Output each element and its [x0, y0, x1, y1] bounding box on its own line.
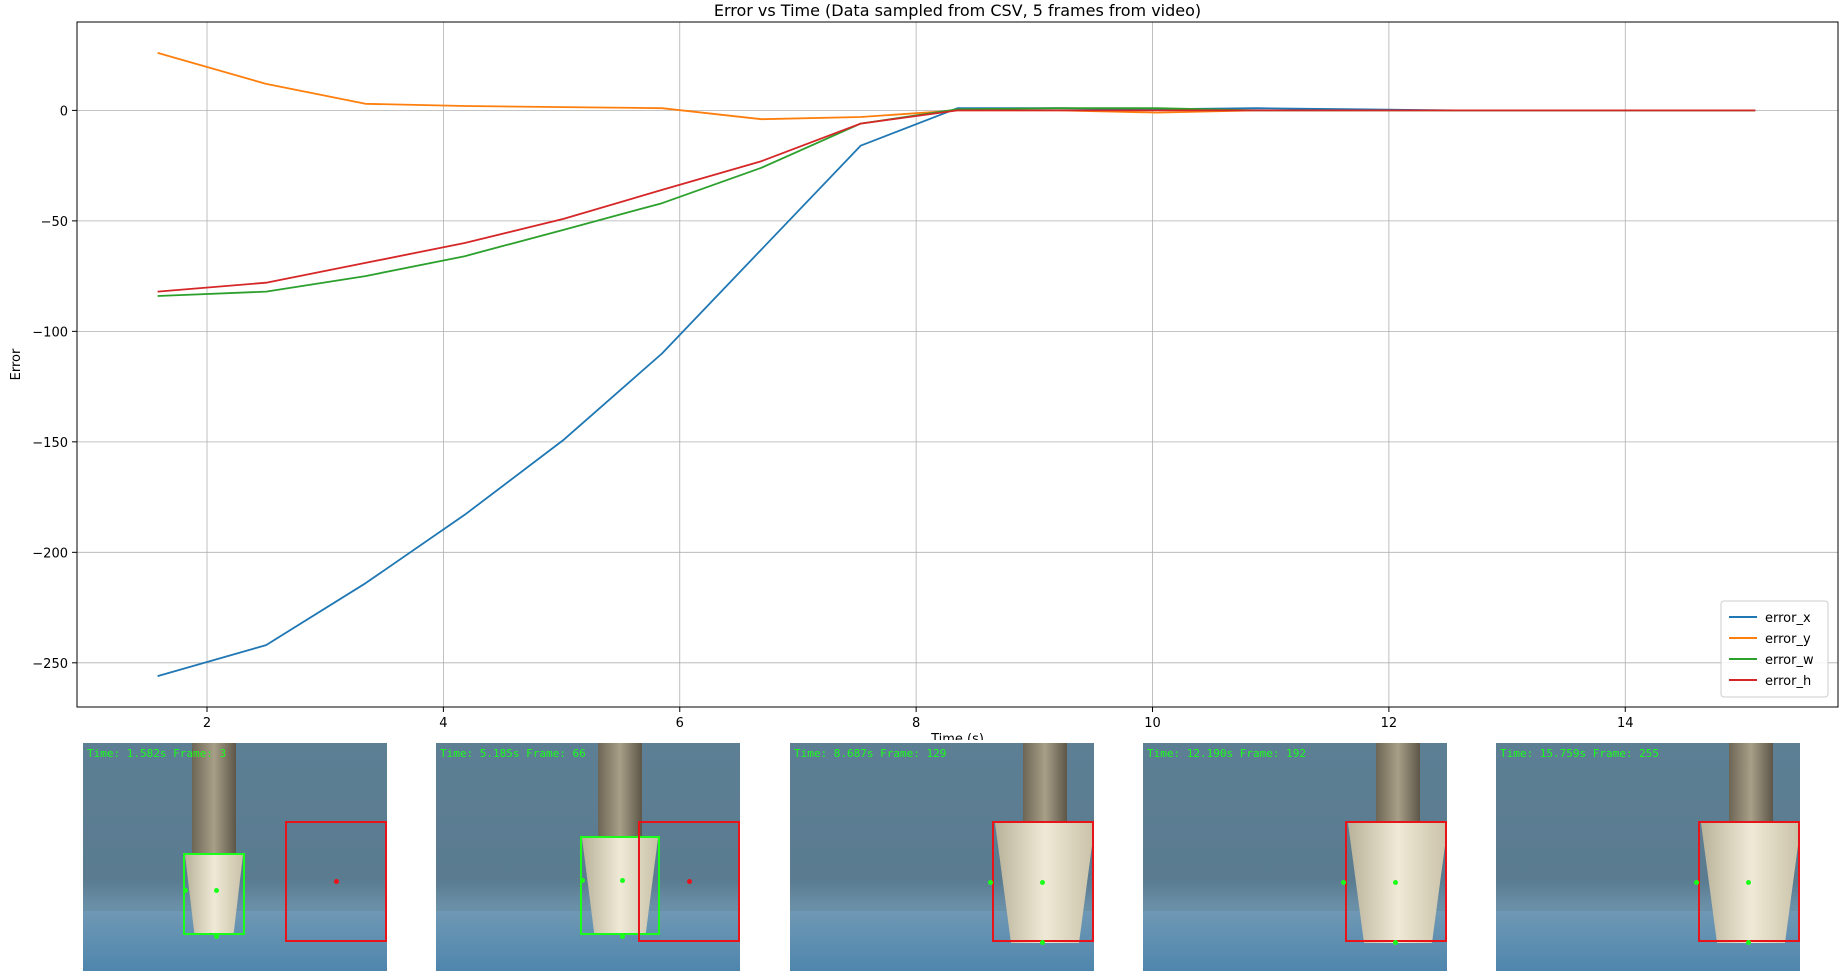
keypoint-dot	[620, 934, 625, 939]
keypoint-dot	[183, 887, 188, 893]
series-line-error-x	[157, 107, 1756, 677]
legend-entry: error_x	[1765, 611, 1811, 626]
frame-timestamp: Time: 15.759s Frame: 255	[1500, 747, 1659, 760]
x-tick-label: 10	[1144, 716, 1161, 731]
keypoint-dot	[1393, 880, 1398, 885]
y-tick-label: −50	[41, 215, 68, 230]
series-line-error-w	[157, 107, 1756, 297]
x-tick-label: 6	[676, 716, 684, 731]
keypoint-dot	[620, 877, 625, 883]
frame-timestamp: Time: 5.185s Frame: 66	[440, 747, 586, 760]
keypoint-dot	[214, 934, 219, 939]
video-frame: Time: 5.185s Frame: 66	[436, 743, 740, 971]
video-frame: Time: 12.190s Frame: 192	[1143, 743, 1447, 971]
video-frame: Time: 1.582s Frame: 3	[83, 743, 387, 971]
foam-cup	[185, 855, 243, 933]
keypoint-dot	[1746, 940, 1751, 945]
keypoint-dot	[580, 877, 585, 883]
target-box	[638, 821, 740, 942]
y-tick-label: −200	[32, 546, 68, 561]
chart-title: Error vs Time (Data sampled from CSV, 5 …	[714, 1, 1201, 20]
grid-lines	[77, 22, 1838, 707]
legend-entry: error_h	[1765, 674, 1811, 689]
keypoint-dot	[1040, 880, 1045, 885]
keypoint-dot	[1393, 940, 1398, 945]
target-center-dot	[687, 879, 692, 884]
y-tick-label: 0	[60, 104, 68, 119]
keypoint-dot	[1694, 880, 1699, 885]
y-tick-label: −250	[32, 657, 68, 672]
y-tick-label: −100	[32, 325, 68, 340]
x-tick-label: 4	[439, 716, 447, 731]
series-lines	[157, 52, 1756, 677]
frame-timestamp: Time: 8.687s Frame: 129	[794, 747, 947, 760]
legend-entry: error_w	[1765, 653, 1814, 668]
y-axis-label: Error	[9, 348, 24, 380]
video-frame: Time: 15.759s Frame: 255	[1496, 743, 1800, 971]
error-chart: 2 4 6 8 10 12 14 0 −50 −100 −150 −200 −250 Error vs …	[9, 1, 1839, 740]
legend-entry: error_y	[1765, 632, 1811, 647]
plot-area-border	[76, 21, 1839, 708]
target-center-dot	[334, 879, 339, 884]
target-box	[285, 821, 387, 942]
video-frame: Time: 8.687s Frame: 129	[790, 743, 1094, 971]
keypoint-dot	[988, 880, 993, 885]
x-tick-label: 12	[1381, 716, 1398, 731]
x-tick-label: 14	[1617, 716, 1634, 731]
x-tick-label: 8	[912, 716, 920, 731]
keypoint-dot	[1040, 940, 1045, 945]
keypoint-dot	[1746, 880, 1751, 885]
foam-cup	[582, 838, 658, 933]
x-tick-label: 2	[203, 716, 211, 731]
axis-ticks: 2 4 6 8 10 12 14 0 −50 −100 −150 −200 −250	[32, 104, 1633, 731]
keypoint-dot	[1341, 880, 1346, 885]
frame-timestamp: Time: 12.190s Frame: 192	[1147, 747, 1306, 760]
legend: error_x error_y error_w error_h	[1720, 600, 1829, 698]
series-line-error-h	[157, 109, 1756, 293]
legend-box	[1720, 600, 1829, 698]
keypoint-dot	[214, 887, 219, 893]
detection-box	[183, 853, 245, 935]
frame-timestamp: Time: 1.582s Frame: 3	[87, 747, 227, 760]
x-axis-label: Time (s)	[930, 732, 984, 740]
y-tick-label: −150	[32, 436, 68, 451]
